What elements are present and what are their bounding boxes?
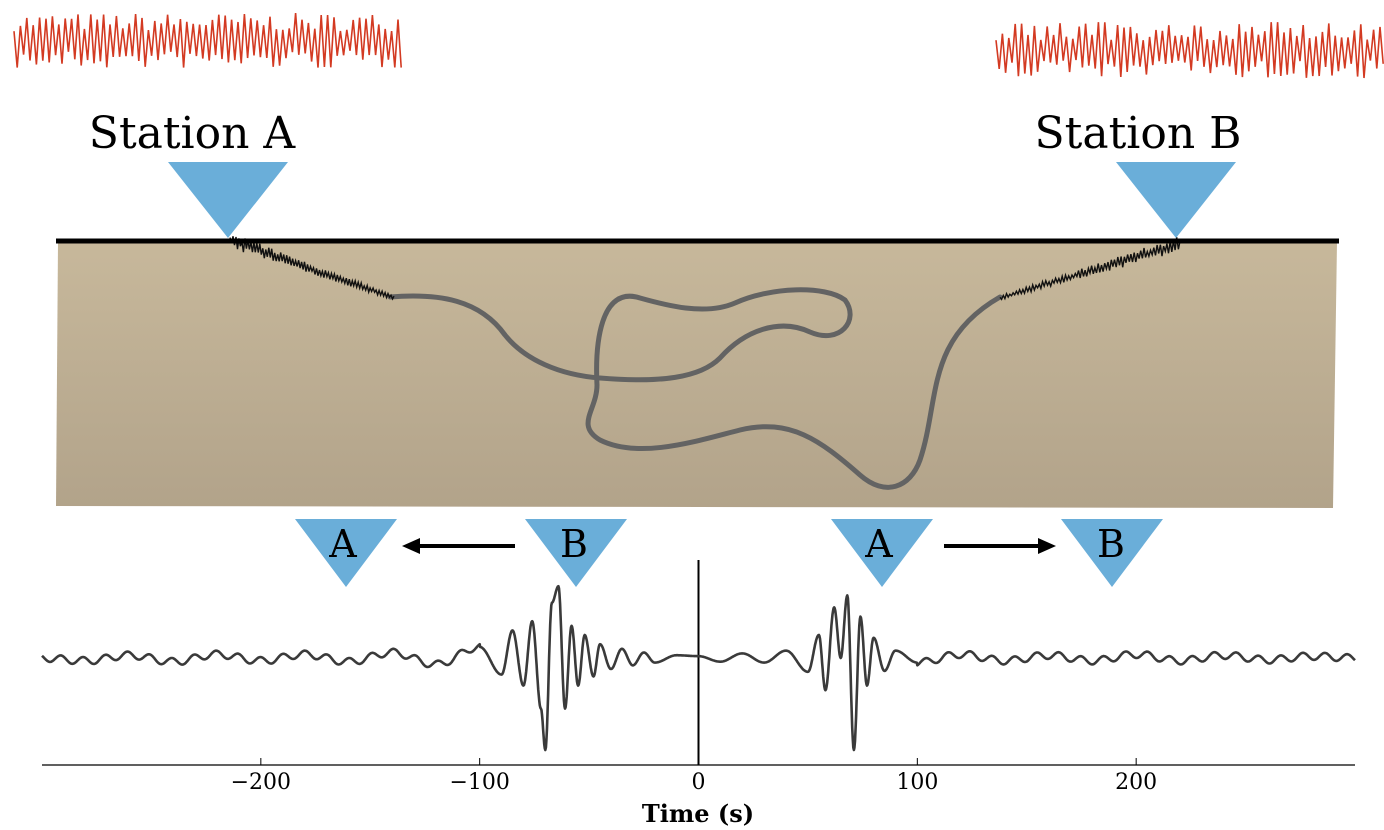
noise-trace-station-b [995, 22, 1384, 79]
ground-block [56, 242, 1337, 508]
station-a-marker-icon [168, 162, 288, 238]
noise-trace-station-a [13, 13, 402, 68]
station-b-marker-icon [1116, 162, 1236, 238]
inverted-triangle-icon [295, 519, 397, 587]
triangle-letter: A [864, 522, 893, 566]
correlation-series-line [41, 584, 1356, 752]
arrow-left-head [402, 538, 420, 554]
x-tick-label: −100 [449, 770, 509, 795]
x-axis-ticks: −200 −100 0 100 200 [231, 758, 1157, 795]
scatter-trace-station-a [229, 236, 395, 301]
triangle-letter: B [1097, 522, 1125, 566]
x-tick-label: 200 [1115, 770, 1157, 795]
station-a-label: Station A [89, 108, 297, 159]
station-b-label: Station B [1035, 108, 1242, 159]
inverted-triangle-icon [831, 519, 933, 587]
x-tick-label: −200 [231, 770, 291, 795]
inverted-triangle-icon [525, 519, 627, 587]
ray-path [387, 287, 1003, 490]
scatter-trace-station-b [999, 237, 1181, 301]
arrow-right-head [1038, 538, 1056, 554]
direction-pair-left: A B [295, 519, 627, 587]
cross-correlation-chart: −200 −100 0 100 200 Time (s) [41, 560, 1356, 828]
direction-pair-right: A B [831, 519, 1163, 587]
triangle-letter: A [328, 522, 357, 566]
x-axis-label: Time (s) [642, 799, 754, 828]
x-tick-label: 0 [692, 770, 706, 795]
x-tick-label: 100 [896, 770, 938, 795]
triangle-letter: B [560, 522, 588, 566]
inverted-triangle-icon [1061, 519, 1163, 587]
